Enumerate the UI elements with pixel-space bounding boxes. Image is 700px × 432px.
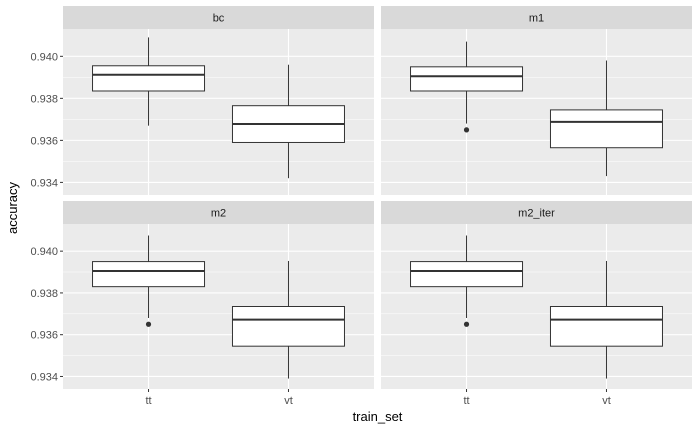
box-body	[549, 306, 663, 347]
y-tick-label: 0.934	[30, 177, 58, 189]
x-tick-label: vt	[602, 395, 611, 407]
box-vt	[231, 64, 345, 179]
box-tt	[410, 235, 524, 327]
box-body	[231, 306, 345, 347]
facet-strip	[63, 6, 374, 29]
box-tt	[92, 235, 206, 327]
box-tt	[410, 41, 524, 133]
box-body	[92, 261, 206, 288]
facet-strip	[381, 201, 692, 224]
x-axis-title: train_set	[353, 409, 403, 424]
box-body	[92, 65, 206, 92]
facet-strip-label: m2_iter	[518, 208, 555, 220]
y-tick-label: 0.938	[30, 288, 58, 300]
facet-strip-label: bc	[213, 13, 225, 25]
x-tick-label: vt	[284, 395, 293, 407]
facet-strip	[381, 6, 692, 29]
outlier-point	[145, 321, 152, 327]
outlier-point	[463, 127, 470, 133]
box-vt	[549, 260, 663, 379]
y-tick-label: 0.940	[30, 51, 58, 63]
facet-strip-label: m1	[529, 13, 544, 25]
x-tick-label: tt	[145, 395, 151, 407]
y-tick-label: 0.938	[30, 93, 58, 105]
facet-strip	[63, 201, 374, 224]
box-vt	[231, 260, 345, 379]
box-tt	[92, 37, 206, 126]
box-body	[549, 109, 663, 149]
y-tick-label: 0.934	[30, 371, 58, 383]
facet-strip-label: m2	[211, 208, 226, 220]
box-vt	[549, 60, 663, 177]
y-tick-label: 0.936	[30, 330, 58, 342]
y-tick-label: 0.940	[30, 246, 58, 258]
y-axis-title: accuracy	[5, 181, 20, 234]
y-tick-label: 0.936	[30, 135, 58, 147]
x-tick-label: tt	[463, 395, 469, 407]
facet-m2: m2 0.934 0.936 0.938 0.940 tt vt	[30, 201, 374, 407]
box-body	[410, 261, 524, 288]
box-body	[410, 66, 524, 92]
facet-m1: m1	[381, 6, 692, 195]
facet-bc: bc 0.934 0.936 0.938 0.940	[30, 6, 374, 195]
outlier-point	[463, 321, 470, 327]
